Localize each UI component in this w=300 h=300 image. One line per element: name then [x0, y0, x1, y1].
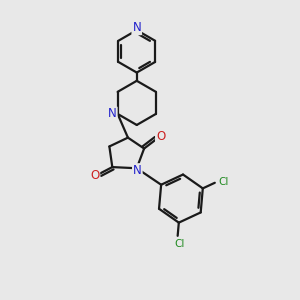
- Text: N: N: [133, 164, 142, 177]
- Text: N: N: [108, 107, 117, 120]
- Text: N: N: [132, 21, 141, 34]
- Text: Cl: Cl: [174, 239, 184, 249]
- Text: Cl: Cl: [218, 177, 229, 187]
- Text: O: O: [90, 169, 99, 182]
- Text: O: O: [156, 130, 165, 143]
